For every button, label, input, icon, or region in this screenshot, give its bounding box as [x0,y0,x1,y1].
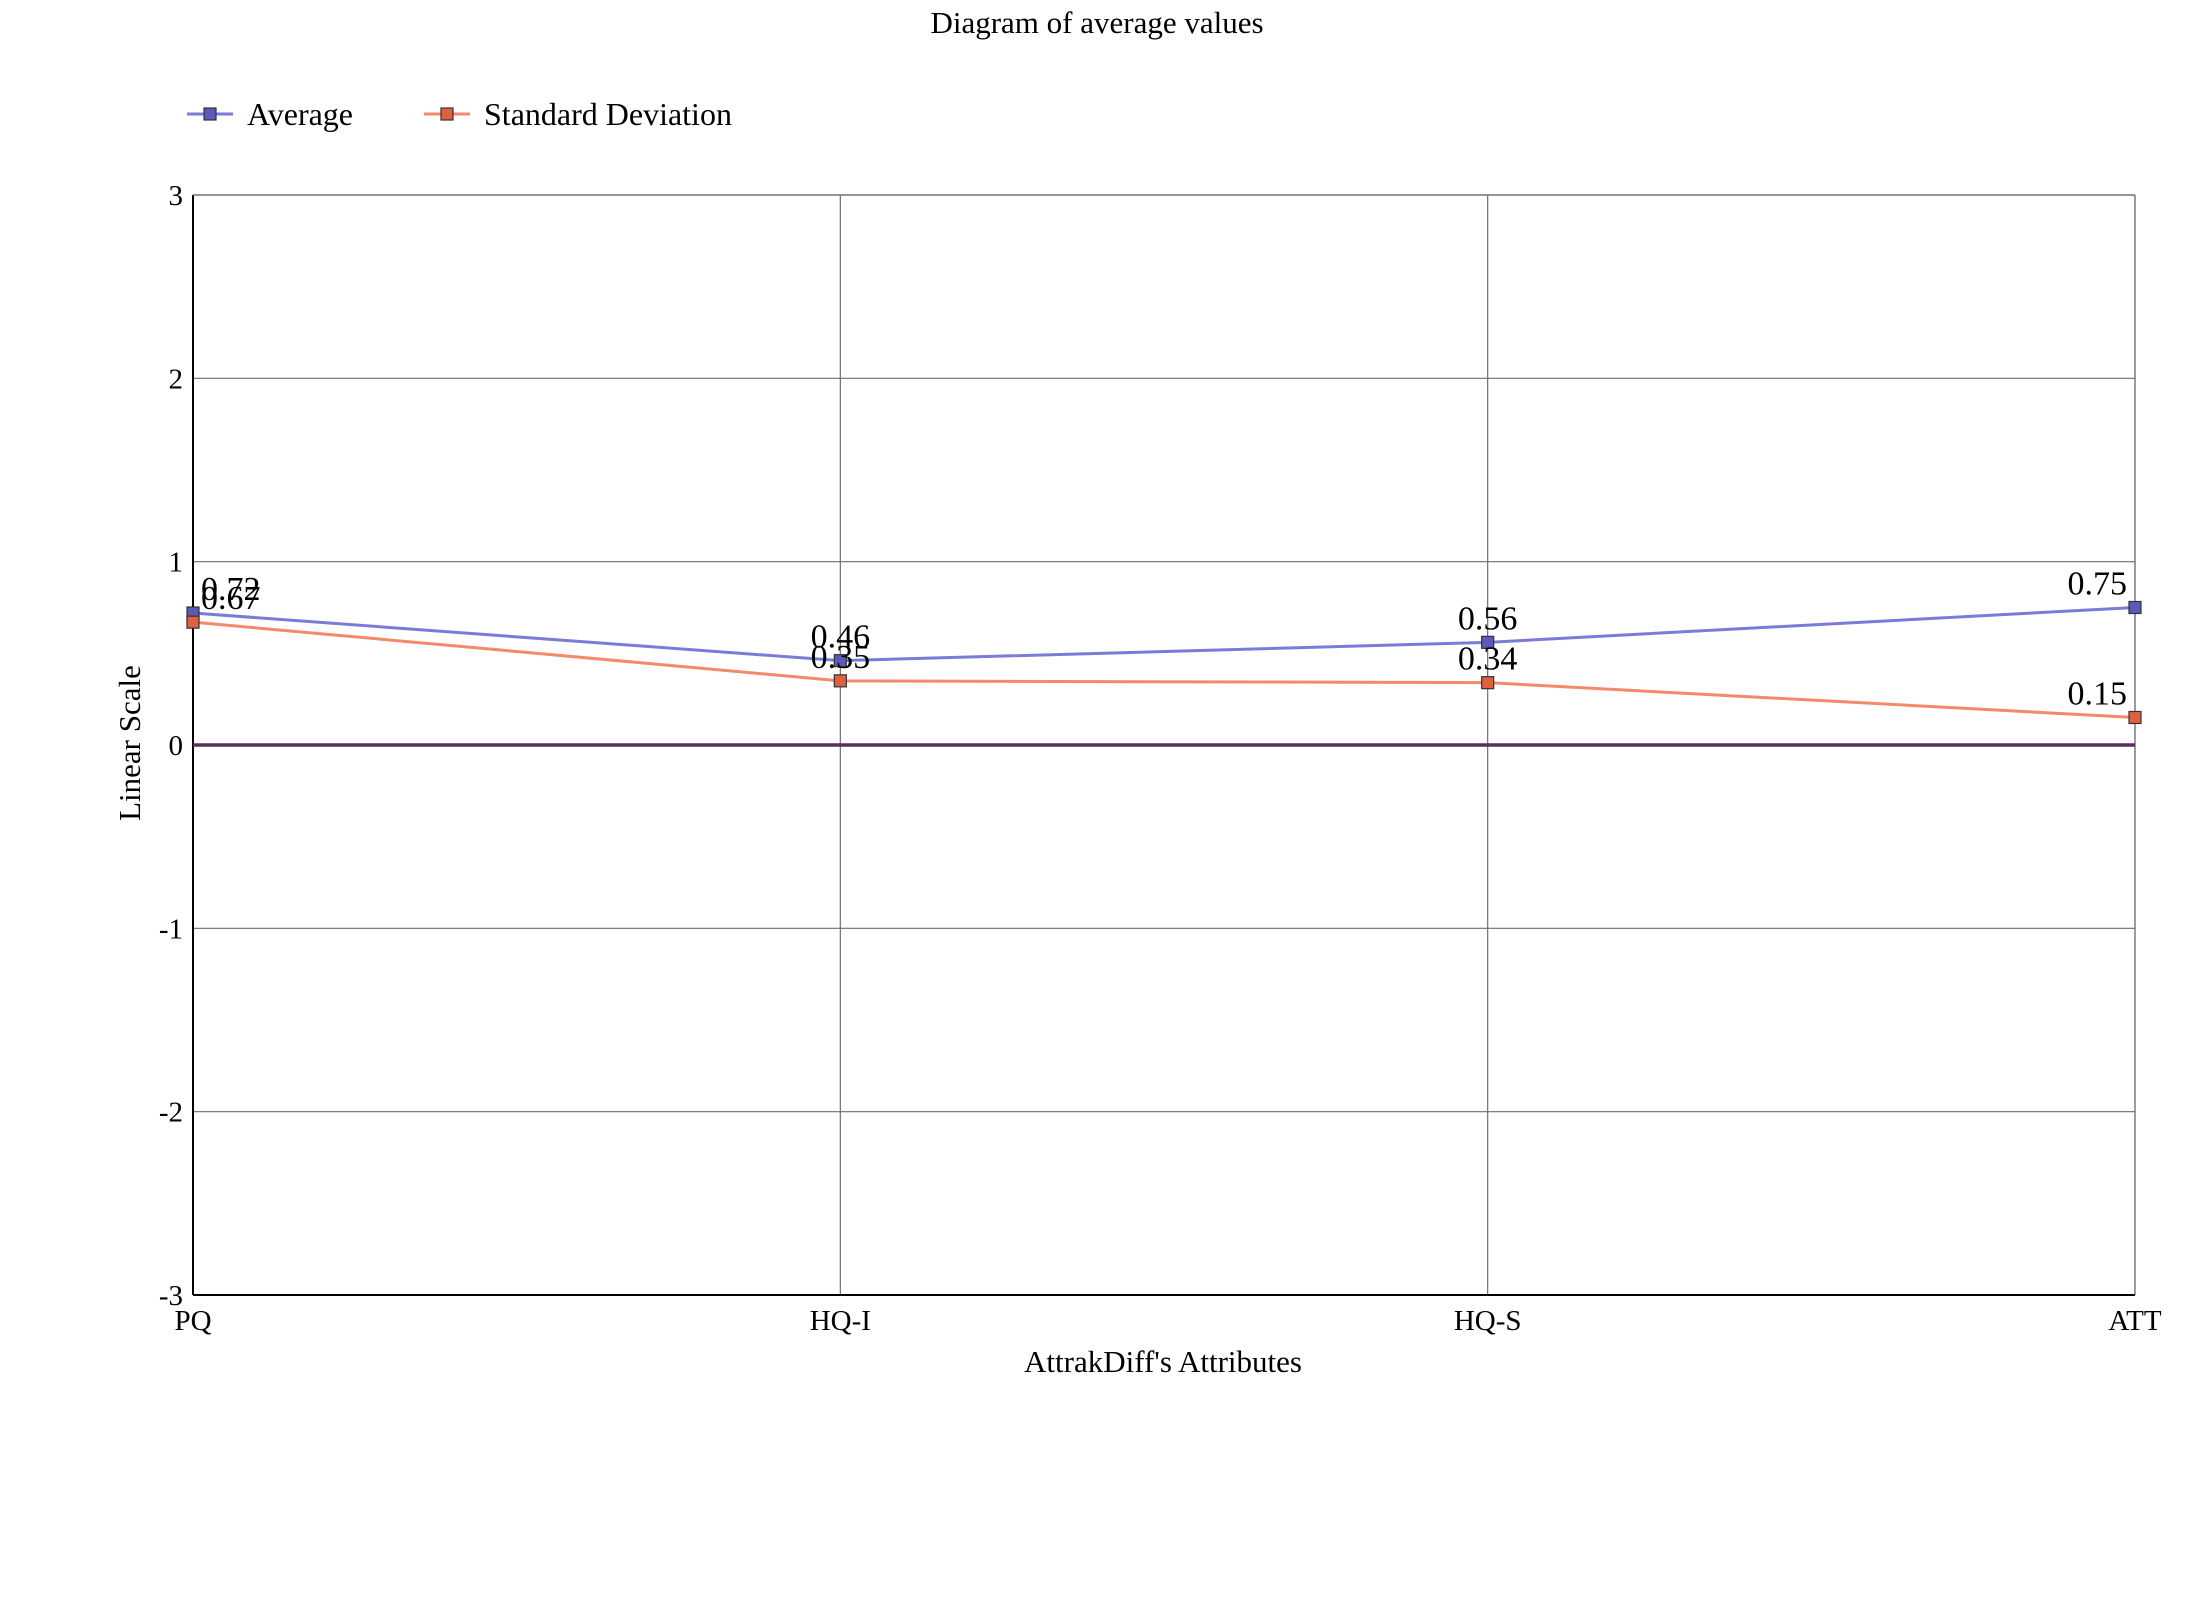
legend-marker-icon [440,107,454,121]
legend-item-1: Standard Deviation [424,96,732,132]
data-label: 0.72 [201,571,261,608]
data-label: 0.46 [811,619,871,656]
y-tick-label: 1 [169,547,184,579]
data-label: 0.56 [1458,600,1518,637]
legend-label: Standard Deviation [484,96,732,132]
x-tick-label: HQ-S [1454,1305,1522,1337]
y-tick-label: -1 [159,913,183,945]
series-line-0 [192,606,2136,663]
x-tick-label: PQ [174,1305,211,1337]
legend-label: Average [247,96,353,132]
data-labels: 0.72 0.46 0.56 0.75 0.67 0.35 0.34 0.15 [201,566,2127,713]
legend-marker-icon [203,107,217,121]
x-tick-label: HQ-I [810,1305,871,1337]
y-axis-title: Linear Scale [112,665,147,821]
data-point [1481,635,1495,649]
data-label: 0.34 [1458,641,1518,678]
data-point [2128,710,2142,725]
data-point [833,654,847,668]
y-tick-label: -2 [159,1097,183,1129]
data-label: 0.75 [2068,566,2128,603]
y-tick-label: 3 [169,180,184,212]
data-point [2128,600,2142,615]
axes [192,194,2136,1296]
data-point [186,615,200,629]
y-tick-label: 0 [169,730,184,762]
data-label: 0.67 [201,580,261,617]
legend-item-0: Average [187,96,353,132]
series-line-1 [192,620,2136,719]
data-point [1481,676,1495,690]
y-tick-label: 2 [169,363,184,395]
y-tick-labels: 3 2 1 0 -1 -2 -3 [159,180,183,1312]
series-group [186,600,2142,725]
data-label: 0.35 [811,639,871,676]
y-tick-label: -3 [159,1280,183,1312]
x-tick-label: ATT [2108,1305,2161,1337]
chart-title: Diagram of average values [930,5,1263,40]
data-label: 0.15 [2068,676,2128,713]
data-point [833,674,847,688]
x-tick-labels: PQ HQ-I HQ-S ATT [174,1305,2161,1337]
legend: Average Standard Deviation [187,96,732,132]
x-axis-title: AttrakDiff's Attributes [1024,1344,1302,1379]
